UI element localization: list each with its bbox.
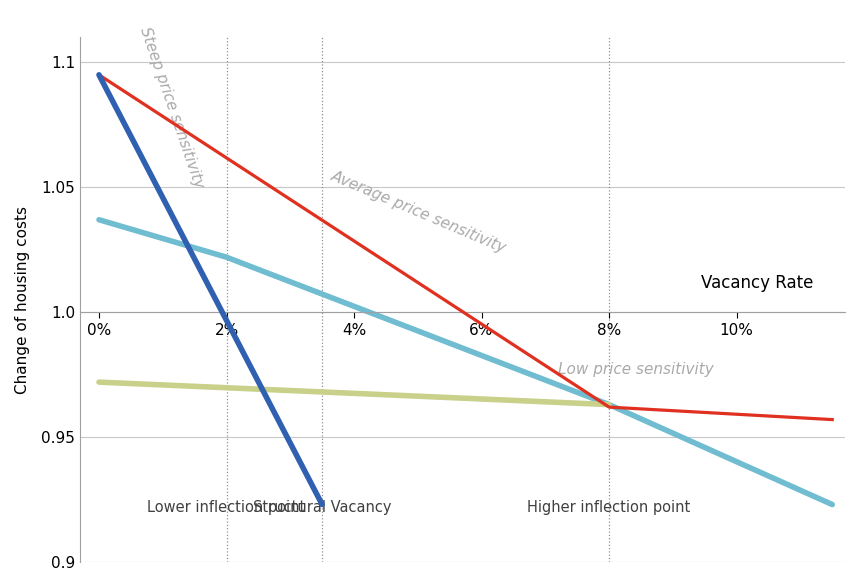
Text: Lower inflection point: Lower inflection point	[147, 499, 305, 515]
Text: Structural Vacancy: Structural Vacancy	[253, 499, 391, 515]
Text: Low price sensitivity: Low price sensitivity	[558, 362, 714, 377]
Text: Steep price sensitivity: Steep price sensitivity	[138, 25, 206, 190]
Text: Vacancy Rate: Vacancy Rate	[701, 274, 813, 292]
Text: Higher inflection point: Higher inflection point	[527, 499, 691, 515]
Text: Average price sensitivity: Average price sensitivity	[329, 168, 508, 256]
Y-axis label: Change of housing costs: Change of housing costs	[15, 206, 30, 394]
